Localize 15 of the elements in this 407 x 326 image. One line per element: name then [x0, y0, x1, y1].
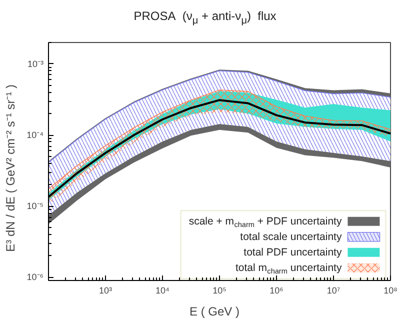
x-tick-label: 10⁸ — [384, 286, 398, 296]
chart-title: PROSA (ν$_{μ}$ + anti-ν$_{μ}$) flux — [134, 8, 276, 28]
x-tick-label: 10⁴ — [156, 286, 170, 296]
x-axis-title: E ( GeV ) — [189, 304, 240, 318]
x-tick-label: 10⁵ — [212, 286, 227, 296]
x-tick-label: 10³ — [98, 286, 112, 296]
y-tick-label: 10⁻⁴ — [26, 130, 44, 140]
y-axis-title: E³ dN / dE ( GeV² cm⁻² s⁻¹ sr⁻¹ ) — [4, 84, 18, 252]
y-tick-label: 10⁻⁶ — [26, 272, 44, 282]
legend-label: total PDF uncertainty — [244, 246, 342, 258]
x-tick-label: 10⁷ — [326, 286, 340, 296]
x-tick-label: 10⁶ — [270, 286, 284, 296]
y-tick-label: 10⁻³ — [27, 58, 44, 69]
legend-label: total scale uncertainty — [240, 230, 342, 243]
y-tick-label: 10⁻⁵ — [26, 201, 44, 212]
